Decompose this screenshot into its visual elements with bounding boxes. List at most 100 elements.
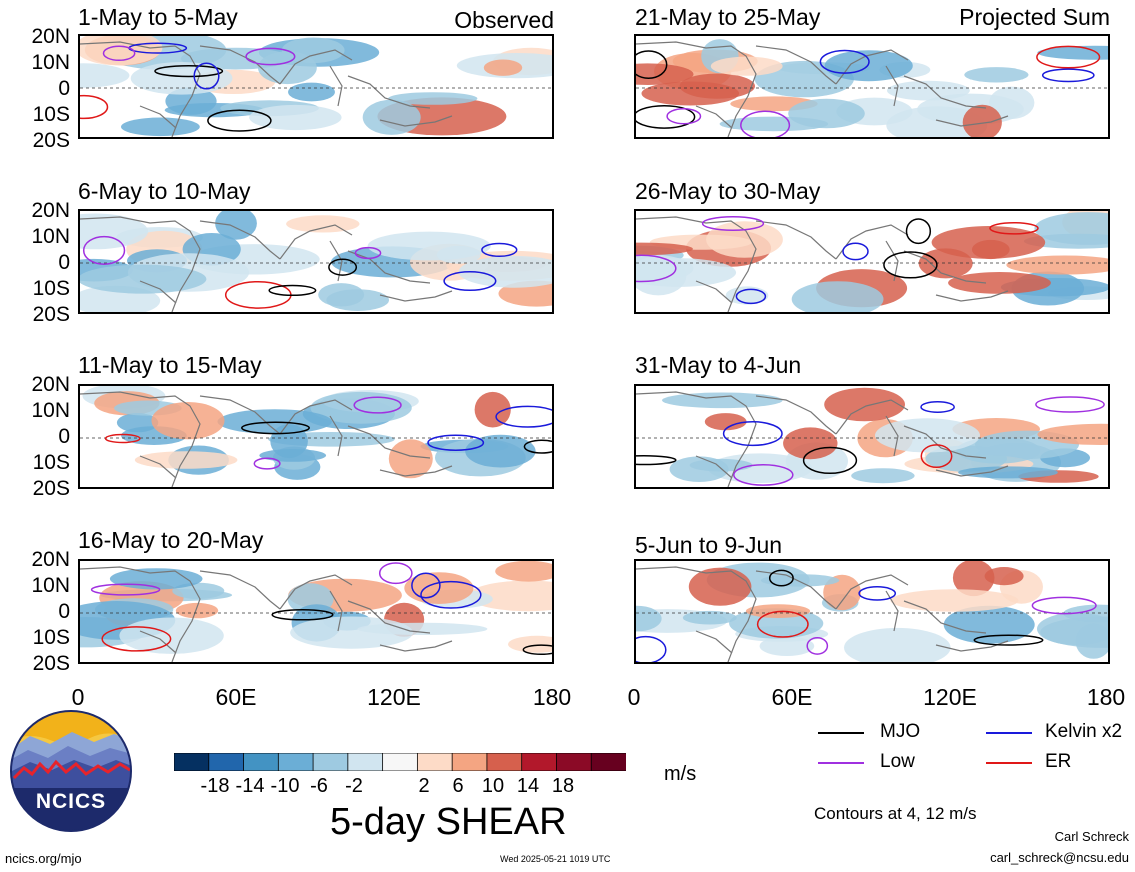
observed-tag: Observed (454, 7, 554, 33)
shear-shading (890, 589, 1019, 612)
anomaly-contour (90, 583, 161, 596)
coastline (279, 574, 353, 610)
panel-title-6: 26-May to 30-May (635, 178, 821, 204)
shear-shading (362, 99, 421, 135)
anomaly-contour (701, 216, 765, 231)
anomaly-contour (207, 109, 272, 132)
map-panel-7 (634, 384, 1110, 489)
coastline (695, 455, 733, 479)
shear-shading (1037, 423, 1108, 445)
panel-title-8: 5-Jun to 9-Jun (635, 532, 783, 558)
shear-shading (130, 62, 233, 95)
anomaly-contour (733, 463, 794, 486)
contours-note: Contours at 4, 12 m/s (814, 804, 977, 823)
projected-sum-tag: Projected Sum (959, 4, 1110, 30)
anomaly-contour (443, 270, 497, 292)
colorbar (173, 752, 627, 772)
shear-shading (636, 605, 662, 632)
anomaly-contour (989, 221, 1039, 235)
anomaly-contour (427, 434, 485, 451)
coastline (755, 570, 837, 610)
shear-shading (116, 413, 159, 433)
coastline (279, 224, 353, 260)
coastline (139, 280, 177, 304)
shear-shading (357, 622, 488, 635)
anomaly-contour (1031, 596, 1097, 615)
coastline (329, 415, 343, 457)
coastline (139, 630, 177, 654)
shear-shading (844, 627, 951, 662)
ncics-logo: NCICS (10, 710, 132, 832)
anomaly-contour (806, 636, 829, 655)
map-panel-5 (634, 34, 1110, 139)
coastline (80, 216, 201, 312)
coastline (935, 465, 1009, 477)
anomaly-contour (354, 246, 382, 260)
shear-shading (851, 468, 915, 484)
anomaly-contour (268, 284, 317, 297)
ncics-logo-text: NCICS (35, 790, 107, 813)
coastline (695, 105, 733, 129)
colorbar-swatch (173, 752, 210, 772)
shear-shading (288, 82, 335, 102)
anomaly-contour (802, 446, 858, 475)
legend-low: Low (880, 751, 915, 772)
shear-shading (964, 67, 1029, 83)
anomaly-contour (842, 242, 869, 261)
shear-shading (931, 226, 1046, 259)
anomaly-contour (411, 572, 441, 599)
coastline (755, 395, 837, 435)
legend-er: ER (1045, 751, 1072, 772)
shear-shading (689, 458, 753, 472)
coastline (903, 600, 987, 634)
shear-shading (791, 281, 884, 312)
anomaly-contour (1036, 45, 1101, 69)
map-panel-2 (78, 209, 554, 314)
anomaly-contour (154, 64, 224, 78)
coastline (935, 640, 1009, 652)
footer-email[interactable]: carl_schreck@ncsu.edu (990, 850, 1129, 865)
coastline (885, 65, 899, 107)
coastline (80, 391, 201, 487)
shear-shading (249, 104, 342, 131)
colorbar-swatch (521, 752, 558, 772)
coastline (636, 41, 757, 137)
anomaly-contour (80, 94, 109, 120)
coastline (903, 250, 987, 284)
shear-shading (458, 255, 552, 288)
anomaly-contour (245, 47, 296, 66)
anomaly-contour (193, 62, 220, 90)
shear-shading (80, 213, 149, 250)
legend-kelvin: Kelvin x2 (1045, 721, 1123, 742)
coastline (80, 41, 201, 137)
anomaly-contour (523, 439, 552, 454)
map-panel-1 (78, 34, 554, 139)
coastline (885, 415, 899, 457)
map-panel-8 (634, 559, 1110, 664)
anomaly-contour (973, 634, 1044, 646)
coastline (835, 574, 909, 610)
shear-shading (465, 434, 536, 468)
coastline (379, 465, 453, 477)
colorbar-swatch (416, 752, 454, 772)
coastline (329, 65, 343, 107)
anomaly-contour (378, 562, 413, 585)
shear-shading (121, 117, 200, 137)
shear-shading (1037, 612, 1108, 646)
shear-shading (783, 427, 838, 460)
footer-url[interactable]: ncics.org/mjo (5, 851, 82, 866)
colorbar-swatch (486, 752, 523, 772)
anomaly-contour (102, 45, 136, 62)
coastline (139, 455, 177, 479)
colorbar-swatch (312, 752, 349, 772)
shear-shading (388, 439, 433, 479)
panel-title-4: 16-May to 20-May (78, 527, 264, 553)
low-line-icon (818, 762, 864, 764)
anomaly-contour (920, 444, 953, 469)
shear-shading (508, 635, 552, 653)
shear-shading (679, 73, 755, 99)
anomaly-contour (1035, 396, 1105, 413)
coastline (199, 570, 281, 610)
anomaly-contour (353, 396, 402, 414)
coastline (199, 220, 281, 260)
